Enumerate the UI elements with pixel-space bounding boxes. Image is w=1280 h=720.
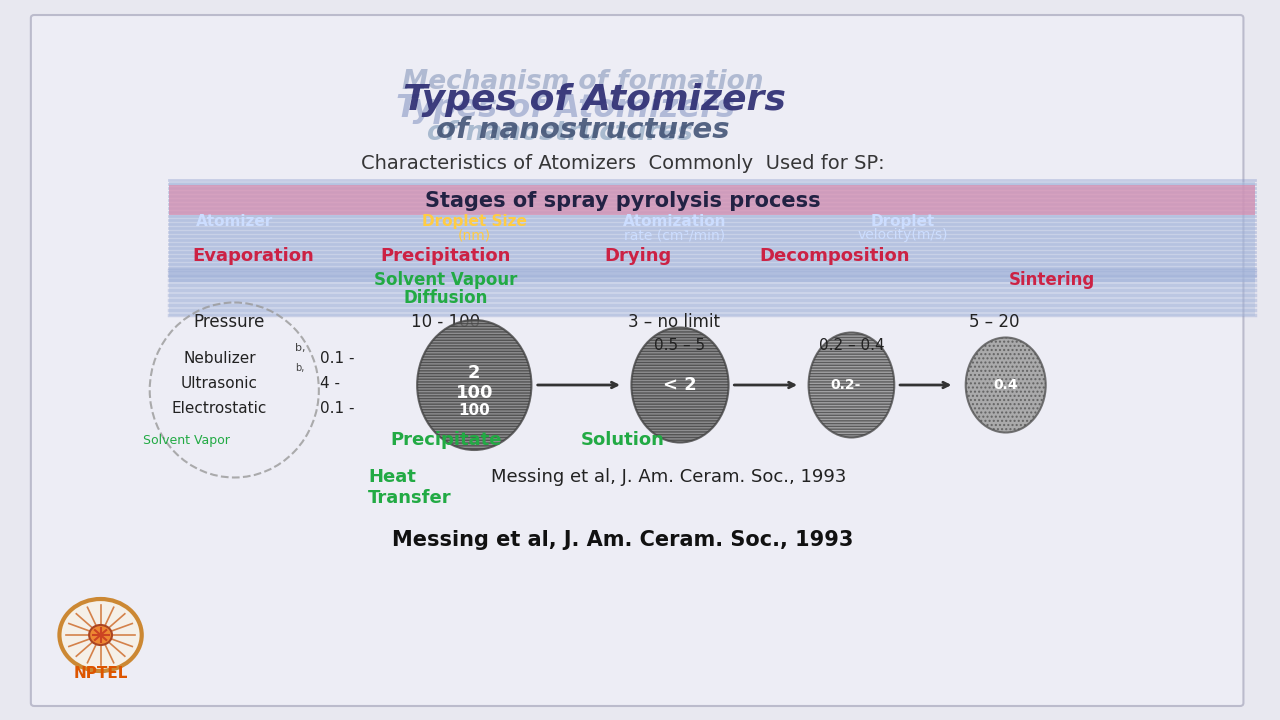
Text: 100: 100: [458, 402, 490, 418]
Text: Mechanism of formation: Mechanism of formation: [402, 69, 764, 95]
Ellipse shape: [417, 320, 531, 450]
Text: Sintering: Sintering: [1009, 271, 1094, 289]
Text: Solvent Vapor: Solvent Vapor: [143, 433, 229, 446]
Text: Droplet: Droplet: [870, 214, 934, 228]
Text: (nm): (nm): [458, 228, 490, 242]
FancyBboxPatch shape: [31, 15, 1243, 706]
Text: Nebulizer: Nebulizer: [183, 351, 256, 366]
Text: Stages of spray pyrolysis process: Stages of spray pyrolysis process: [425, 191, 820, 211]
Text: Drying: Drying: [604, 247, 671, 265]
Text: Decomposition: Decomposition: [759, 247, 910, 265]
Text: 100: 100: [456, 384, 493, 402]
Text: of nanostructures: of nanostructures: [428, 120, 692, 146]
Circle shape: [90, 625, 113, 645]
Text: Precipitate: Precipitate: [390, 431, 502, 449]
Text: Atomizer: Atomizer: [196, 214, 273, 228]
Text: Heat: Heat: [369, 468, 416, 486]
Text: Messing et al, J. Am. Ceram. Soc., 1993: Messing et al, J. Am. Ceram. Soc., 1993: [492, 468, 847, 486]
Text: Characteristics of Atomizers  Commonly  Used for SP:: Characteristics of Atomizers Commonly Us…: [361, 153, 884, 173]
Text: 0.1 -: 0.1 -: [320, 400, 355, 415]
Text: Droplet Size: Droplet Size: [422, 214, 527, 228]
Text: 2: 2: [468, 364, 480, 382]
Text: Electrostatic: Electrostatic: [172, 400, 268, 415]
Text: rate (cm³/min): rate (cm³/min): [623, 228, 724, 242]
Text: velocity(m/s): velocity(m/s): [858, 228, 948, 242]
Text: NPTEL: NPTEL: [73, 665, 128, 680]
Text: of nanostructures: of nanostructures: [436, 116, 730, 144]
Text: 0.5 – 5: 0.5 – 5: [654, 338, 705, 353]
Text: 0.4: 0.4: [993, 378, 1018, 392]
Text: Atomization: Atomization: [622, 214, 726, 228]
Text: b,: b,: [294, 343, 306, 353]
Text: 4 -: 4 -: [320, 376, 340, 390]
Ellipse shape: [809, 333, 895, 438]
Text: Diffusion: Diffusion: [403, 289, 488, 307]
Text: < 2: < 2: [663, 376, 696, 394]
Bar: [169, 268, 1254, 316]
Text: Solvent Vapour: Solvent Vapour: [374, 271, 517, 289]
Text: Pressure: Pressure: [193, 313, 264, 331]
Text: 5 – 20: 5 – 20: [969, 313, 1020, 331]
Text: Ultrasonic: Ultrasonic: [180, 376, 259, 390]
Text: 0.1 -: 0.1 -: [320, 351, 355, 366]
Text: Precipitation: Precipitation: [380, 247, 511, 265]
Text: 10 - 100: 10 - 100: [411, 313, 480, 331]
Ellipse shape: [631, 328, 728, 443]
Text: 0.2 – 0.4: 0.2 – 0.4: [819, 338, 884, 353]
Text: Transfer: Transfer: [369, 489, 452, 507]
Text: 0.2-: 0.2-: [831, 378, 861, 392]
Text: Solution: Solution: [581, 431, 664, 449]
Ellipse shape: [965, 338, 1046, 433]
Text: Messing et al, J. Am. Ceram. Soc., 1993: Messing et al, J. Am. Ceram. Soc., 1993: [392, 530, 854, 550]
Circle shape: [59, 599, 142, 671]
Bar: [169, 182, 1254, 282]
Bar: [169, 185, 1254, 215]
Text: b,: b,: [294, 363, 305, 373]
Text: Evaporation: Evaporation: [192, 247, 314, 265]
Text: Types of Atomizers: Types of Atomizers: [397, 92, 735, 124]
Text: Types of Atomizers: Types of Atomizers: [403, 83, 786, 117]
Text: 3 – no limit: 3 – no limit: [628, 313, 721, 331]
